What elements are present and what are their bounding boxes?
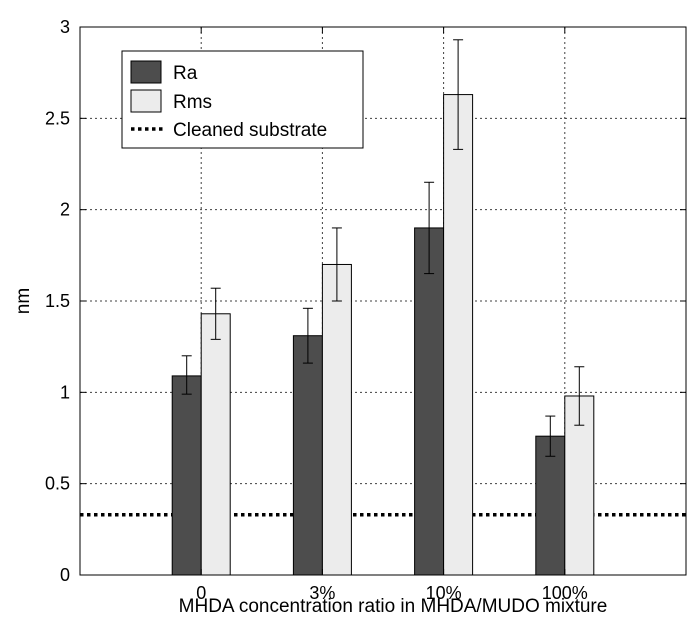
y-tick-labels: 0 0.5 1 1.5 2 2.5 3 — [45, 17, 70, 585]
legend-label-ra: Ra — [173, 63, 198, 84]
legend-swatch-rms — [130, 89, 162, 113]
legend-label-reference-line: Cleaned substrate — [173, 120, 327, 141]
bar-rms-0 — [200, 313, 231, 576]
x-axis-label: MHDA concentration ratio in MHDA/MUDO mi… — [179, 596, 608, 617]
y-tick-label: 1.5 — [45, 291, 70, 311]
x-tick-label: 3% — [309, 583, 335, 603]
y-axis-label: nm — [13, 288, 34, 314]
bar-ra-2 — [414, 227, 445, 576]
x-tick-label: 10% — [426, 583, 462, 603]
legend-box — [121, 50, 364, 149]
x-tick-labels: 0 3% 10% 100% — [196, 583, 588, 603]
y-tick-label: 0 — [60, 565, 70, 585]
bar-rms-1 — [321, 263, 352, 576]
y-tick-label: 2.5 — [45, 108, 70, 128]
bar-ra-1 — [292, 335, 323, 576]
axis-ticks — [80, 26, 686, 576]
y-tick-label: 3 — [60, 17, 70, 37]
bar-rms-2 — [443, 94, 474, 576]
error-bars-group — [181, 39, 585, 457]
legend: Ra Rms Cleaned substrate — [121, 50, 364, 149]
y-tick-label: 0.5 — [45, 474, 70, 494]
y-tick-label: 1 — [60, 382, 70, 402]
bar-ra-0 — [171, 375, 202, 576]
x-tick-label: 0 — [196, 583, 206, 603]
legend-label-rms: Rms — [173, 92, 212, 113]
legend-swatch-ra — [130, 60, 162, 84]
x-tick-label: 100% — [542, 583, 588, 603]
y-tick-label: 2 — [60, 200, 70, 220]
bar-ra-3 — [535, 435, 566, 576]
